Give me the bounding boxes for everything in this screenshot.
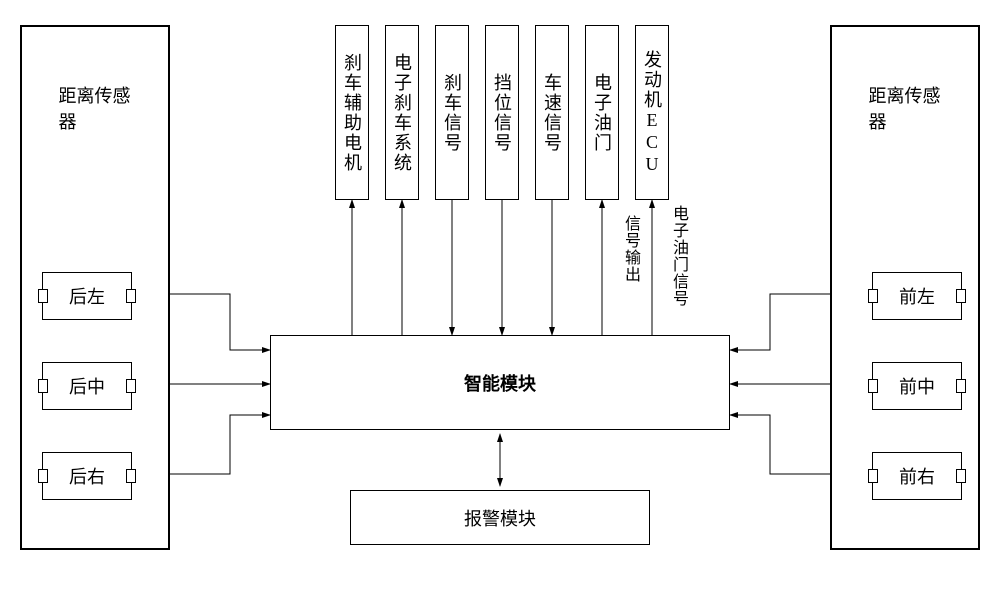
smart-module: 智能模块	[270, 335, 730, 430]
left-panel-title: 距离传感器	[59, 82, 132, 134]
top-box-gear-signal: 挡位信号	[485, 25, 519, 200]
sensor-rear-center: 后中	[42, 362, 132, 410]
label-signal-output: 信号输出	[618, 215, 642, 283]
left-sensor-panel: 距离传感器 后左 后中 后右	[20, 25, 170, 550]
sensor-front-center: 前中	[872, 362, 962, 410]
sensor-rear-right: 后右	[42, 452, 132, 500]
sensor-front-left: 前左	[872, 272, 962, 320]
sensor-front-right: 前右	[872, 452, 962, 500]
alarm-module: 报警模块	[350, 490, 650, 545]
top-box-engine-ecu: 发动机ECU	[635, 25, 669, 200]
top-box-electronic-throttle: 电子油门	[585, 25, 619, 200]
right-sensor-panel: 距离传感器 前左 前中 前右	[830, 25, 980, 550]
top-box-brake-signal: 刹车信号	[435, 25, 469, 200]
sensor-rear-left: 后左	[42, 272, 132, 320]
top-box-speed-signal: 车速信号	[535, 25, 569, 200]
label-throttle-signal: 电子油门信号	[666, 205, 690, 307]
top-box-brake-assist-motor: 刹车辅助电机	[335, 25, 369, 200]
right-panel-title: 距离传感器	[869, 82, 942, 134]
top-box-electronic-brake-system: 电子刹车系统	[385, 25, 419, 200]
